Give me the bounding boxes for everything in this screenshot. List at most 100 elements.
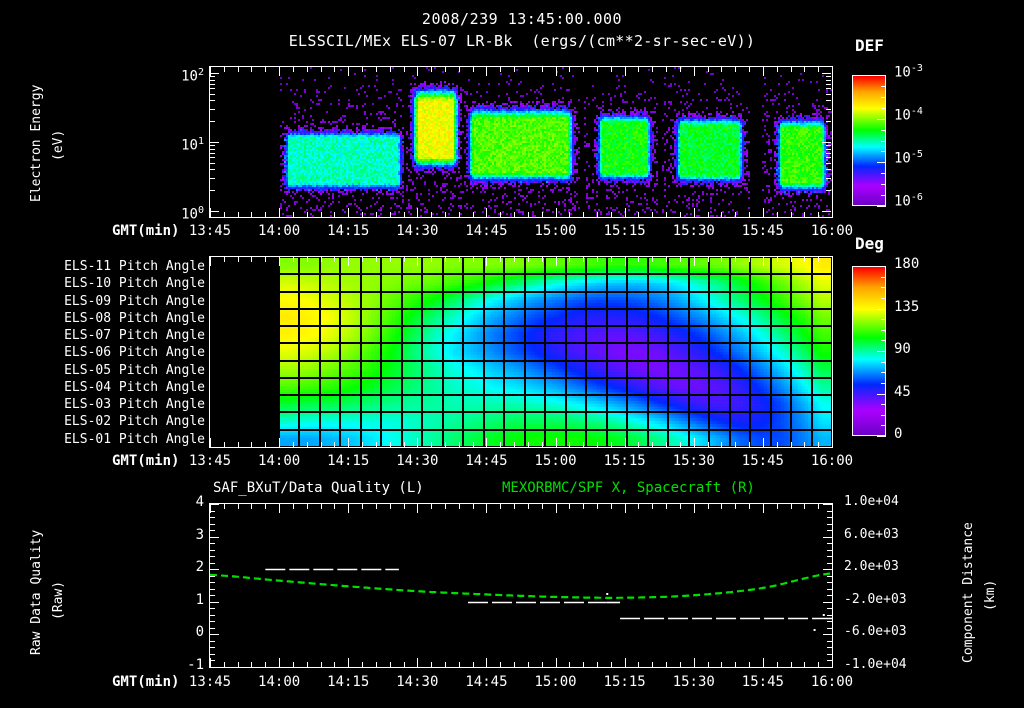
x-tick bbox=[362, 662, 364, 667]
x-tick bbox=[292, 212, 294, 217]
def-tick-1e-4: 10-4 bbox=[894, 106, 923, 124]
x-tick bbox=[666, 67, 668, 72]
x-tick bbox=[569, 662, 571, 667]
x-tick bbox=[693, 67, 695, 76]
x-tick bbox=[223, 257, 225, 262]
colorbar-tick bbox=[881, 319, 886, 320]
colorbar-tick bbox=[877, 309, 886, 310]
y-tick bbox=[827, 543, 832, 544]
x-tick bbox=[818, 257, 820, 262]
y-tick-minor bbox=[826, 148, 831, 150]
x-tick bbox=[583, 504, 585, 509]
y-tick bbox=[827, 595, 832, 596]
x-tick bbox=[306, 67, 308, 72]
x-tick bbox=[458, 257, 460, 262]
x-tick bbox=[223, 67, 225, 72]
panel3-plot-area bbox=[209, 503, 833, 668]
colorbar-tick bbox=[877, 436, 886, 437]
y-tick bbox=[823, 634, 832, 635]
y-tick bbox=[210, 602, 219, 603]
x-tick bbox=[707, 212, 709, 217]
x-tick bbox=[514, 212, 516, 217]
x-tick bbox=[707, 257, 709, 262]
x-tick bbox=[679, 442, 681, 447]
panel3-ylabel-right: Component Distance bbox=[961, 522, 976, 663]
x-tick bbox=[832, 658, 833, 667]
y-tick-minor bbox=[210, 100, 215, 102]
y-tick bbox=[210, 511, 215, 512]
x-tick bbox=[375, 212, 377, 217]
x-tick bbox=[638, 442, 640, 447]
xtick-label-14-15: 14:15 bbox=[327, 674, 370, 690]
x-tick bbox=[679, 212, 681, 217]
x-tick bbox=[292, 257, 294, 262]
panel1-colorbar-title: DEF bbox=[855, 36, 884, 55]
y-tick bbox=[210, 628, 215, 629]
panel3-title-left: SAF_BXuT/Data Quality (L) bbox=[213, 480, 424, 496]
x-tick bbox=[583, 212, 585, 217]
x-tick bbox=[749, 67, 751, 72]
x-tick bbox=[597, 67, 599, 72]
colorbar-tick bbox=[877, 394, 886, 395]
x-tick bbox=[320, 504, 322, 509]
x-tick bbox=[334, 212, 336, 217]
x-tick bbox=[569, 504, 571, 509]
x-tick bbox=[624, 504, 626, 513]
x-tick bbox=[832, 504, 833, 513]
x-tick bbox=[735, 67, 737, 72]
x-tick bbox=[375, 662, 377, 667]
x-tick bbox=[458, 67, 460, 72]
xtick-label-14-30: 14:30 bbox=[396, 674, 439, 690]
x-tick bbox=[610, 212, 612, 217]
colorbar-tick bbox=[881, 298, 886, 299]
y-tick bbox=[827, 608, 832, 609]
xtick-label-16-00: 16:00 bbox=[810, 223, 854, 239]
xtick-label-15-15: 15:15 bbox=[603, 223, 646, 239]
x-tick bbox=[527, 212, 529, 217]
x-tick bbox=[569, 442, 571, 447]
y-tick bbox=[210, 647, 215, 648]
x-tick bbox=[666, 257, 668, 262]
x-tick bbox=[583, 67, 585, 72]
x-tick bbox=[721, 212, 723, 217]
y-tick-minor bbox=[826, 100, 831, 102]
x-tick bbox=[472, 504, 474, 509]
xtick-label-15-15: 15:15 bbox=[603, 674, 646, 690]
x-tick bbox=[804, 442, 806, 447]
colorbar-tick bbox=[881, 97, 886, 98]
panel2-row-label-els-06: ELS-06 Pitch Angle bbox=[64, 345, 205, 361]
x-tick bbox=[624, 257, 626, 266]
panel3-ylabel-right-unit: (km) bbox=[983, 579, 998, 611]
panel3-ytick-right-4: -6.0e+03 bbox=[844, 624, 907, 639]
panel2-row-label-els-03: ELS-03 Pitch Angle bbox=[64, 397, 205, 413]
xtick-label-15-00: 15:00 bbox=[534, 223, 577, 239]
plot-subtitle: ELSSCIL/MEx ELS-07 LR-Bk (ergs/(cm**2-sr… bbox=[288, 32, 756, 50]
panel3-ytick-left-2: 2 bbox=[195, 559, 204, 575]
x-tick bbox=[210, 504, 211, 513]
x-tick bbox=[707, 504, 709, 509]
colorbar-tick bbox=[881, 108, 886, 109]
x-tick bbox=[389, 67, 391, 72]
x-tick bbox=[707, 442, 709, 447]
x-tick bbox=[279, 67, 281, 76]
xtick-label-14-30: 14:30 bbox=[396, 223, 439, 239]
x-tick bbox=[597, 442, 599, 447]
x-tick bbox=[749, 442, 751, 447]
x-tick bbox=[776, 67, 778, 72]
x-tick bbox=[279, 658, 281, 667]
y-tick-minor bbox=[210, 109, 215, 111]
y-tick-minor bbox=[826, 145, 831, 147]
xtick-label-16-00: 16:00 bbox=[810, 453, 854, 469]
x-tick bbox=[444, 442, 446, 447]
y-tick-major bbox=[210, 211, 219, 212]
y-tick bbox=[827, 517, 832, 518]
colorbar-tick bbox=[881, 173, 886, 174]
x-tick bbox=[569, 67, 571, 72]
panel1-ytick-10e1: 101 bbox=[181, 136, 204, 154]
colorbar-tick bbox=[877, 119, 886, 120]
x-tick bbox=[237, 442, 239, 447]
x-tick bbox=[666, 504, 668, 509]
panel2-xaxis-label: GMT(min) bbox=[112, 453, 180, 469]
x-tick bbox=[693, 438, 695, 447]
x-tick bbox=[818, 662, 820, 667]
